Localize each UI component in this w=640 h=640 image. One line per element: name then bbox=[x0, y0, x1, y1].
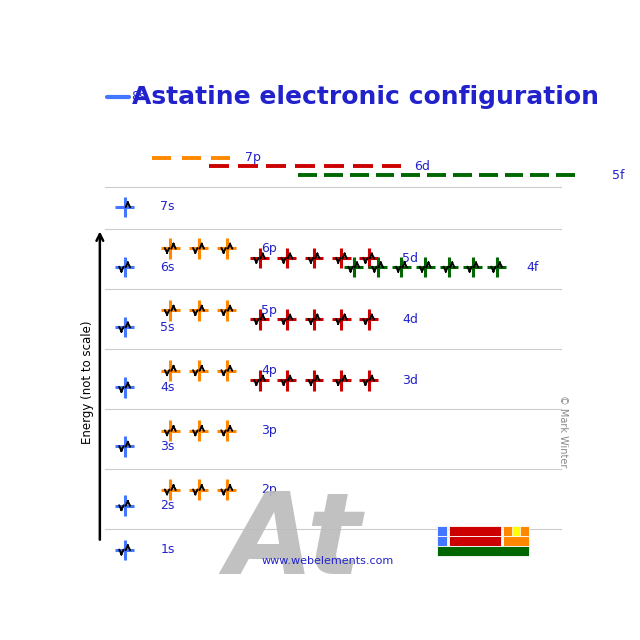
Text: 6s: 6s bbox=[161, 260, 175, 273]
Text: 5s: 5s bbox=[161, 321, 175, 333]
Bar bbox=[437, 536, 447, 546]
Text: 5d: 5d bbox=[402, 252, 418, 265]
Bar bbox=[503, 526, 529, 536]
Text: © Mark Winter: © Mark Winter bbox=[557, 396, 568, 468]
Text: 2p: 2p bbox=[261, 483, 276, 496]
Text: 7s: 7s bbox=[161, 200, 175, 213]
Text: 7p: 7p bbox=[245, 151, 261, 164]
Text: 4f: 4f bbox=[527, 260, 539, 273]
Text: 5p: 5p bbox=[261, 304, 277, 317]
Text: 3s: 3s bbox=[161, 440, 175, 453]
Text: Energy (not to scale): Energy (not to scale) bbox=[81, 321, 94, 444]
Bar bbox=[437, 546, 529, 556]
Text: 1s: 1s bbox=[161, 543, 175, 556]
Text: 3p: 3p bbox=[261, 424, 276, 437]
Text: 4p: 4p bbox=[261, 364, 276, 377]
Text: 4d: 4d bbox=[402, 313, 418, 326]
Text: Astatine electronic configuration: Astatine electronic configuration bbox=[132, 84, 598, 109]
Text: 4s: 4s bbox=[161, 381, 175, 394]
Text: 6d: 6d bbox=[414, 160, 430, 173]
Bar bbox=[437, 526, 447, 536]
Bar bbox=[503, 536, 529, 546]
Text: 6p: 6p bbox=[261, 242, 276, 255]
Text: 5f: 5f bbox=[612, 169, 624, 182]
Text: www.webelements.com: www.webelements.com bbox=[262, 556, 394, 566]
Bar bbox=[449, 526, 501, 536]
Bar bbox=[513, 526, 520, 536]
Text: 2s: 2s bbox=[161, 499, 175, 512]
Bar bbox=[449, 536, 501, 546]
Text: 3d: 3d bbox=[402, 374, 418, 387]
Text: At: At bbox=[225, 486, 362, 598]
Text: 8s: 8s bbox=[132, 90, 146, 103]
